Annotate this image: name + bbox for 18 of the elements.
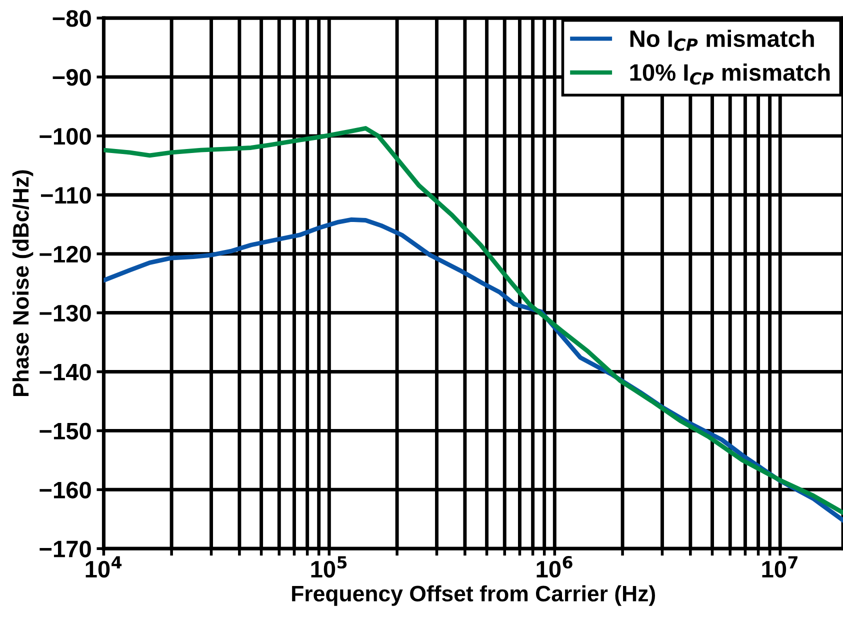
x-tick-label: 10$^{4}$ [86,556,122,578]
y-tick-label: −160 [40,482,91,498]
y-tick-label: −140 [40,364,91,381]
y-tick-label: −150 [40,422,91,440]
y-tick-label: −120 [40,246,91,263]
y-tick-label: −170 [40,540,91,558]
x-axis-title: Frequency Offset from Carrier (Hz) [292,585,655,606]
legend-label: No I$_{CP}$ mismatch [630,30,814,51]
y-tick-label: −130 [40,304,91,322]
x-tick-label: 10$^{7}$ [762,556,798,578]
x-tick-label: 10$^{6}$ [536,556,572,578]
x-tick-label: 10$^{5}$ [311,556,347,578]
y-tick-label: −80 [52,10,91,27]
y-tick-label: −110 [40,186,91,204]
y-tick-label: −90 [52,69,91,86]
y-axis-title: Phase Noise (dBc/Hz) [12,170,34,396]
legend-label: 10% I$_{CP}$ mismatch [630,64,830,85]
y-tick-label: −100 [40,128,91,145]
